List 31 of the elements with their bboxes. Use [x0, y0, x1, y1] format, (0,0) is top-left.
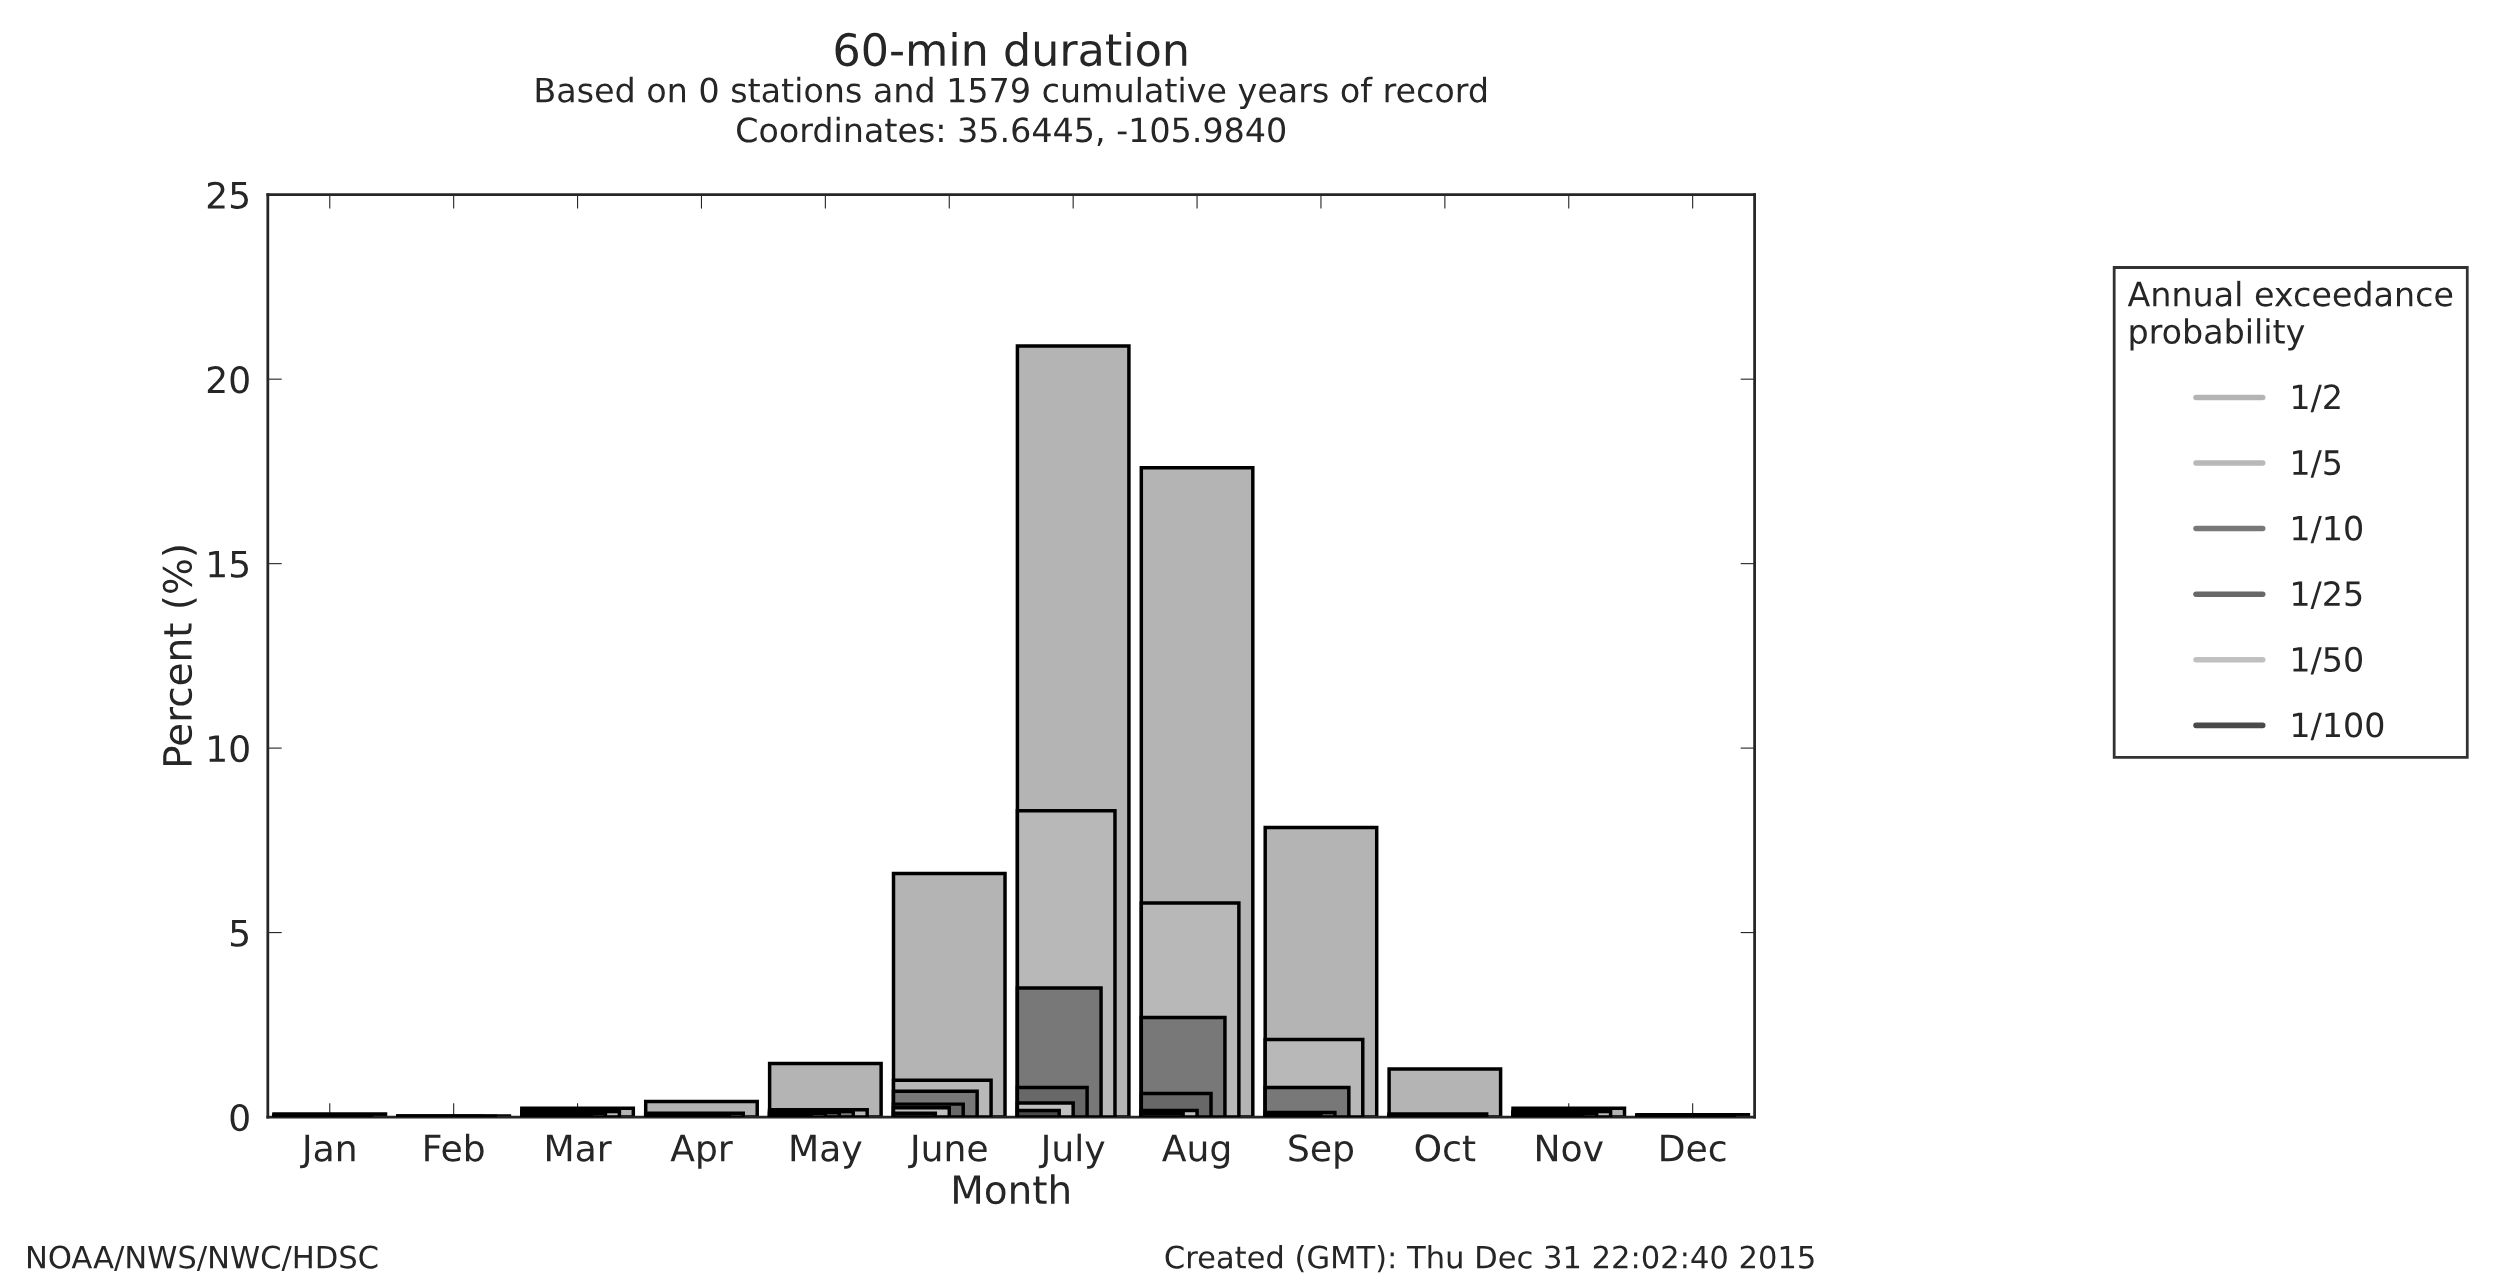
- legend-label: 1/25: [2293, 581, 2362, 609]
- x-tick-label: July: [1038, 1133, 1105, 1169]
- y-tick-label: 25: [207, 181, 248, 209]
- legend-label: 1/10: [2293, 515, 2363, 544]
- x-tick-label: Apr: [670, 1134, 733, 1169]
- y-axis-title: Percent (%): [162, 546, 197, 766]
- y-tick-label: 5: [230, 919, 248, 947]
- y-tick-label: 20: [207, 366, 249, 394]
- legend-label: 1/5: [2293, 450, 2341, 478]
- x-tick-label: Feb: [425, 1133, 484, 1162]
- x-tick-label: Mar: [547, 1134, 612, 1162]
- text: Created (GMT): Thu Dec 31 22:02:40 2015: [1165, 1245, 1814, 1273]
- x-tick-label: Nov: [1537, 1134, 1603, 1162]
- x-tick-label: May: [791, 1134, 862, 1169]
- x-axis-title: Month: [954, 1174, 1069, 1205]
- x-tick-label: Jan: [300, 1134, 355, 1169]
- legend-label: 1/100: [2293, 712, 2384, 741]
- x-tick-label: Sep: [1289, 1134, 1354, 1169]
- chart-subtitle: Based on 0 stations and 1579 cumulative years of record Coordinates: 35.6445, -105.9840: [536, 76, 1487, 146]
- x-tick-label: June: [908, 1134, 987, 1169]
- y-tick-label: 0: [230, 1103, 249, 1132]
- chart-title: 60-min duration: [835, 32, 1187, 67]
- legend-label: 1/50: [2293, 646, 2363, 675]
- text: NOAA/NWS/NWC/HDSC: [28, 1245, 378, 1272]
- x-tick-label: Dec: [1661, 1134, 1726, 1162]
- legend-title: Annual exceedance probability: [2127, 280, 2453, 351]
- y-tick-label: 15: [209, 551, 248, 578]
- x-tick-label: Oct: [1415, 1134, 1476, 1162]
- y-tick-label: 10: [209, 735, 249, 763]
- x-tick-label: Aug: [1162, 1134, 1230, 1169]
- legend-label: 1/2: [2293, 384, 2340, 413]
